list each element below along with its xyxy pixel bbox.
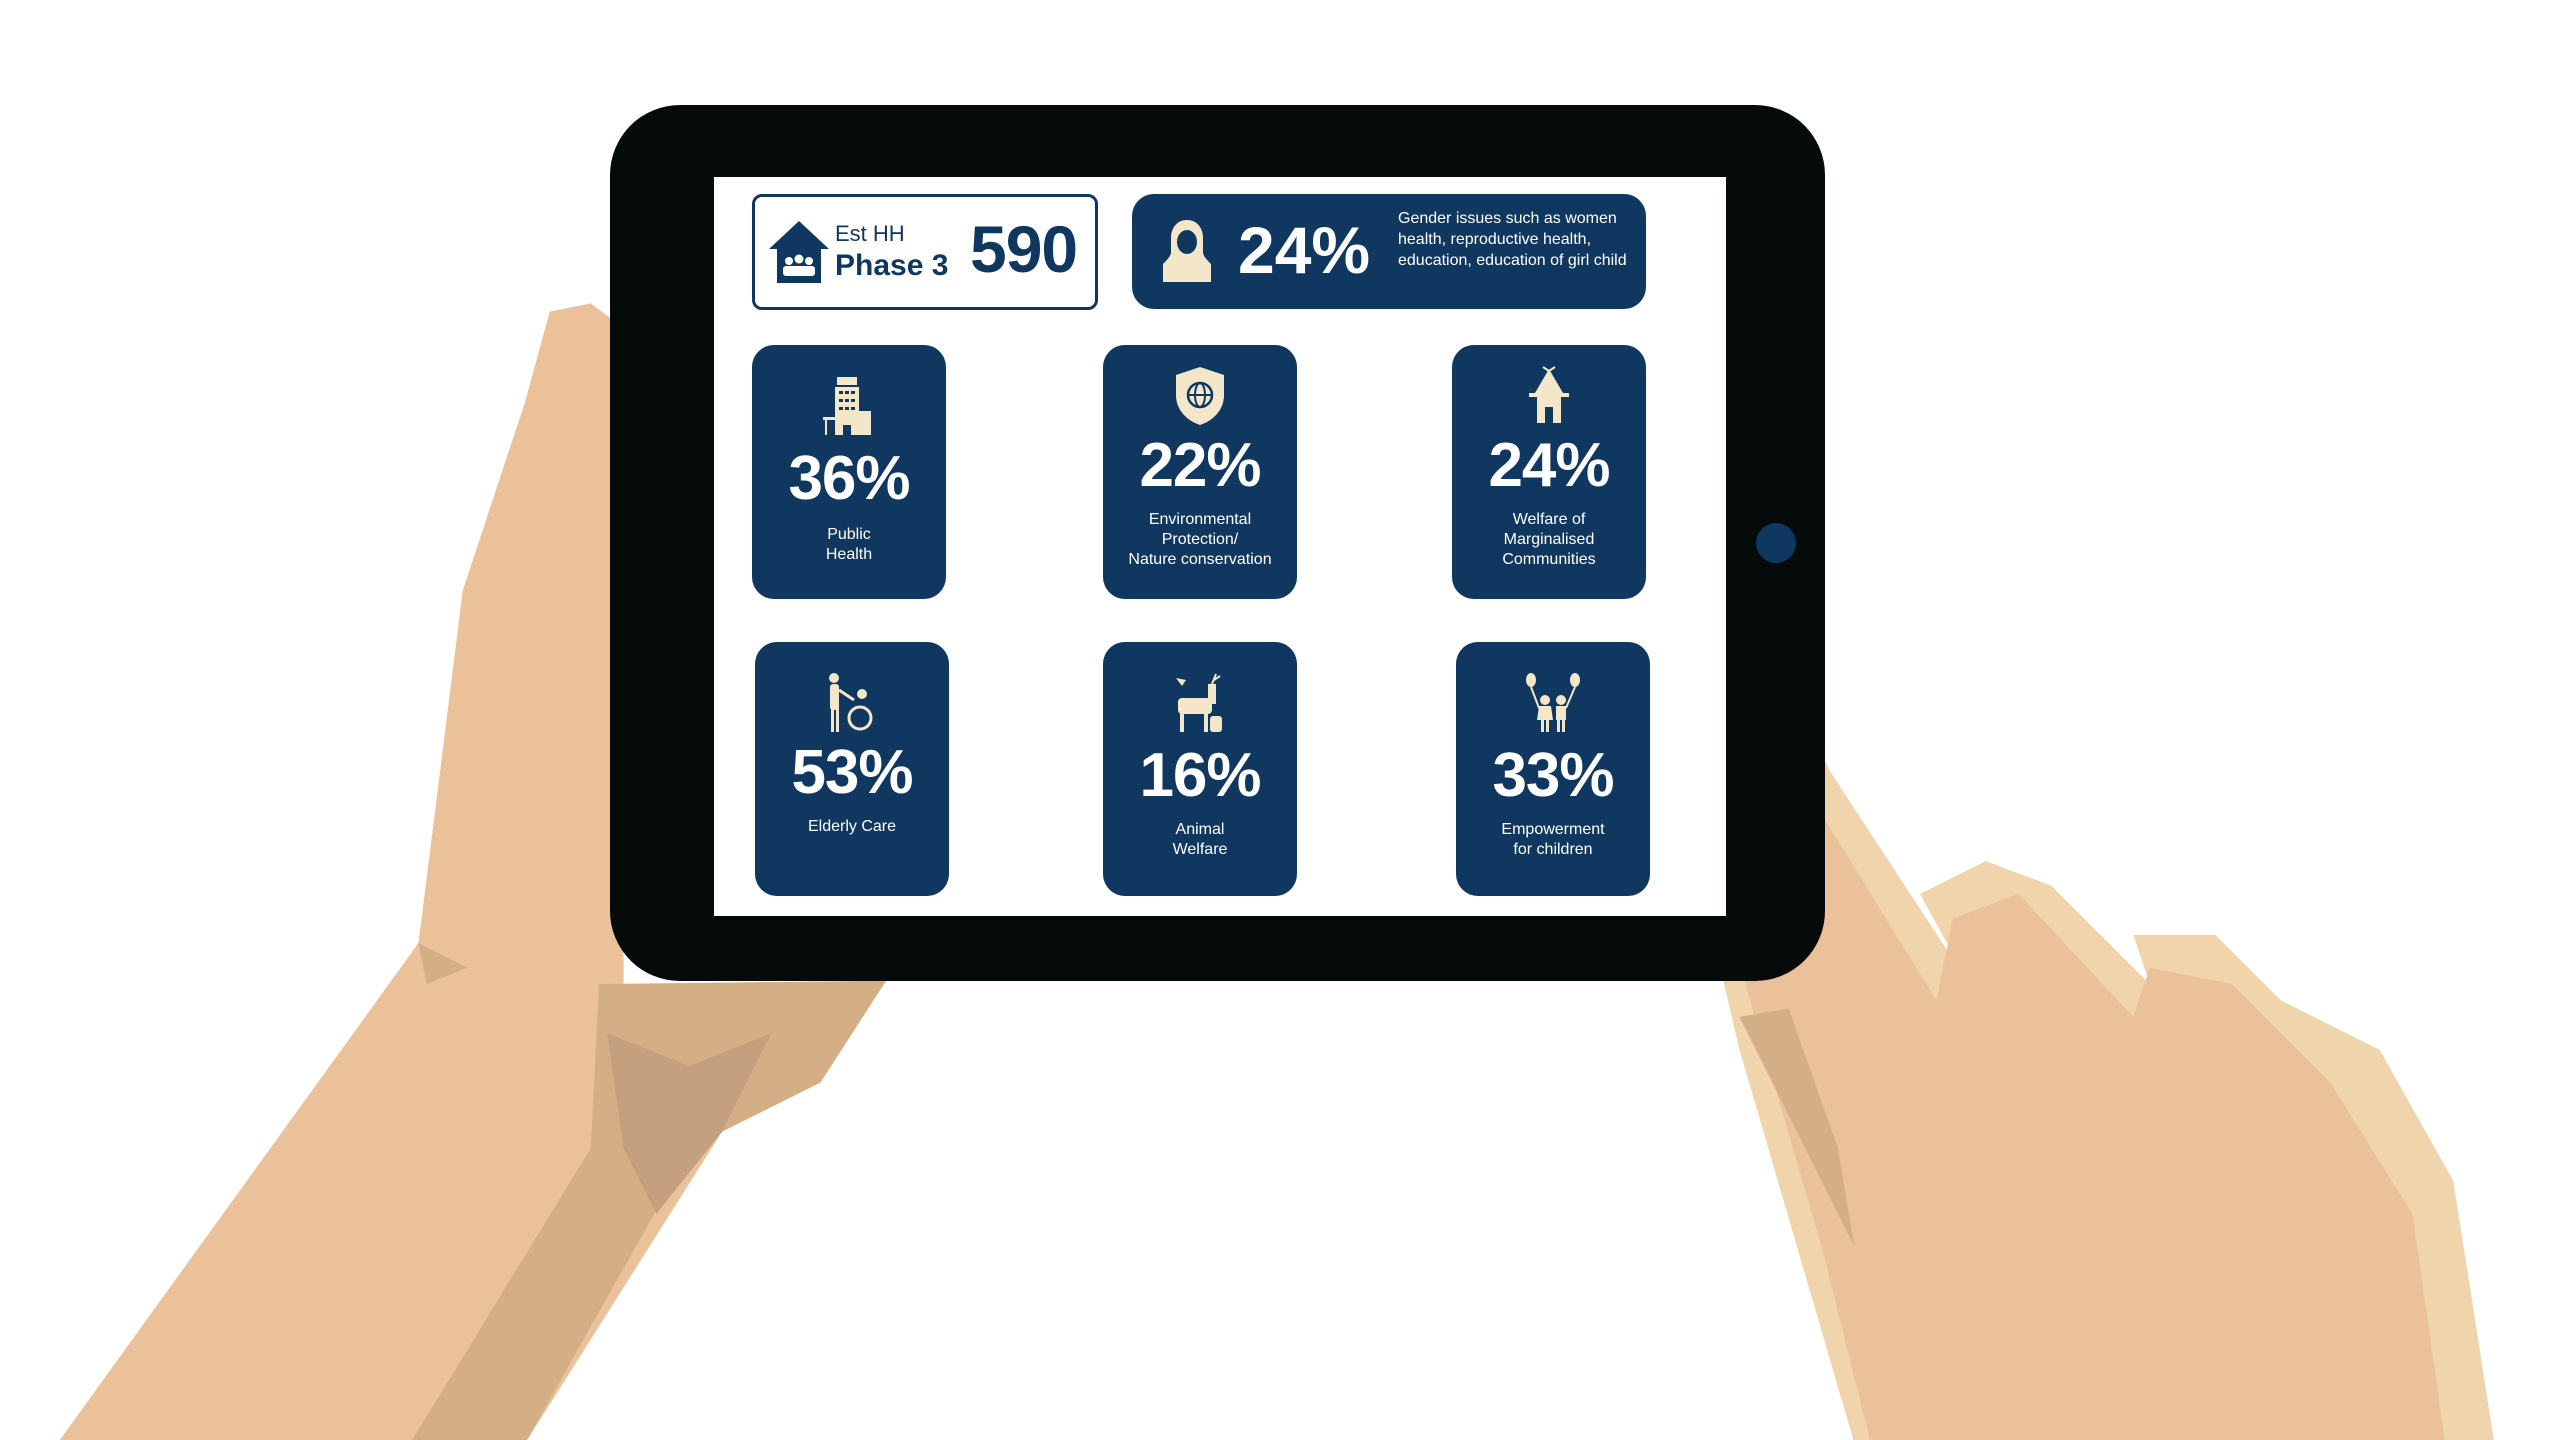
tile-label: Welfare of Marginalised Communities [1502,511,1596,568]
shield-globe-icon [1176,367,1224,425]
children-balloons-icon [1526,673,1580,732]
wheelchair-care-icon [829,673,873,732]
gender-issues-card: 24% Gender issues such as women health, … [1132,194,1646,309]
tile-percent: 33% [1492,741,1614,810]
tile-label: Public Health [825,526,873,563]
household-card: Est HH Phase 3 590 [752,194,1098,310]
tile-label: Elderly Care [807,818,897,835]
tile-percent: 24% [1488,431,1610,500]
tile-label: Animal Welfare [1172,821,1228,858]
tile-label: Empowerment for children [1501,821,1605,858]
tile-elderly-care: 53% Elderly Care [755,642,949,896]
tile-environmental-protection: 22% Environmental Protection/ Nature con… [1103,345,1297,599]
tile-percent: 53% [791,738,913,807]
tile-animal-welfare: 16% Animal Welfare [1103,642,1297,896]
tile-empowerment-children: 33% Empowerment for children [1456,642,1650,896]
household-count: 590 [970,212,1078,286]
left-hand [59,303,887,1440]
gender-percent: 24% [1238,213,1371,287]
tile-percent: 36% [788,444,910,513]
hospital-icon [823,377,871,435]
animals-icon [1176,673,1222,732]
gender-description: Gender issues such as women health, repr… [1398,210,1627,269]
home-button[interactable] [1756,523,1796,563]
phase-label: Phase 3 [835,249,949,282]
tile-percent: 22% [1139,431,1261,500]
tile-marginalised-communities: 24% Welfare of Marginalised Communities [1452,345,1646,599]
hut-icon [1529,366,1569,423]
est-hh-label: Est HH [835,221,905,246]
tile-label: Environmental Protection/ Nature conserv… [1128,511,1272,568]
tile-public-health: 36% Public Health [752,345,946,599]
tile-percent: 16% [1139,741,1261,810]
woman-hijab-icon [1163,220,1211,282]
house-people-icon [769,221,829,283]
